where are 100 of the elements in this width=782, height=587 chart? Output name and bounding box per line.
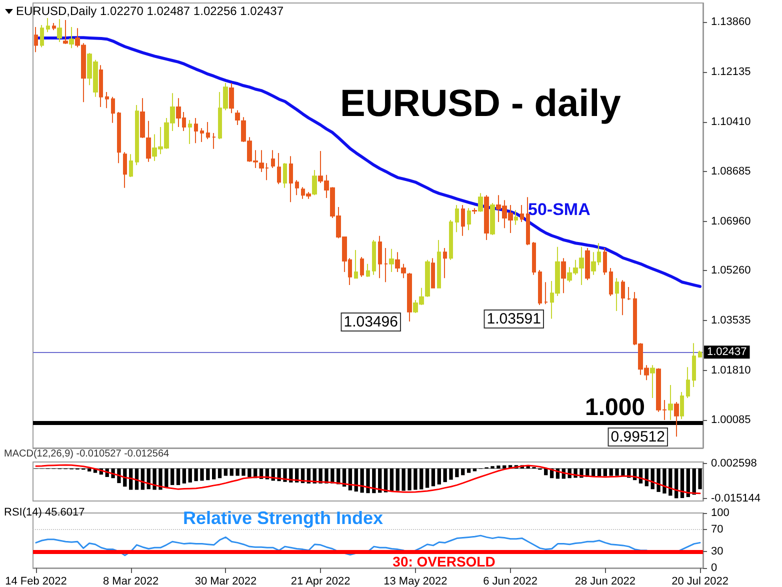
- candlestick: [99, 64, 103, 108]
- y-tick-label: 100: [711, 507, 730, 519]
- candlestick: [63, 20, 68, 45]
- candlestick: [603, 248, 607, 276]
- candlestick: [431, 258, 435, 288]
- candlestick: [206, 122, 210, 140]
- candlestick: [46, 18, 50, 33]
- ref-line-label: 1.000: [584, 394, 646, 422]
- annotation: Relative Strength Index: [183, 508, 384, 528]
- candlestick: [389, 248, 394, 273]
- candlestick: [425, 259, 430, 298]
- candlestick: [538, 270, 542, 306]
- candlestick: [295, 180, 299, 196]
- candlestick: [585, 248, 590, 281]
- candlestick: [129, 154, 133, 178]
- candlestick: [277, 152, 281, 185]
- candlestick: [312, 170, 317, 196]
- y-tick-label: 1.06960: [711, 215, 751, 228]
- candlestick: [57, 18, 62, 43]
- candlestick: [188, 120, 192, 145]
- candlestick: [668, 384, 673, 420]
- candlestick: [449, 220, 453, 260]
- candlestick: [283, 162, 287, 188]
- x-tick-label: 28 Jun 2022: [574, 576, 636, 587]
- text: EURUSD - daily: [340, 83, 621, 125]
- y-tick-label: 1.03535: [711, 314, 751, 326]
- annotation: 0.99512: [610, 428, 665, 446]
- series-label: 50-SMA: [528, 200, 590, 219]
- candlestick: [105, 92, 109, 109]
- candlestick: [140, 98, 145, 138]
- y-tick-label: 70: [711, 524, 724, 536]
- candlestick: [621, 280, 625, 316]
- candlestick: [384, 248, 388, 283]
- candlestick: [615, 278, 619, 312]
- candlestick: [34, 26, 38, 53]
- candlestick: [478, 192, 483, 212]
- ref-line-label: 1.02437: [707, 346, 747, 358]
- annotation: RSI(14) 45.6017: [4, 506, 85, 518]
- candlestick: [354, 250, 358, 279]
- candlestick: [609, 267, 613, 297]
- candlestick: [212, 132, 216, 150]
- candlestick: [229, 82, 234, 114]
- y-tick-label: 0.002598: [711, 457, 757, 470]
- candlestick: [69, 26, 74, 49]
- candlestick: [490, 202, 495, 236]
- candlestick: [135, 104, 139, 166]
- ref-line-label: 30: OVERSOLD: [392, 554, 496, 570]
- candlestick: [627, 286, 631, 301]
- candlestick: [372, 239, 376, 276]
- y-tick-label: 1.00085: [711, 414, 751, 426]
- annotation: 1.03496: [344, 314, 398, 330]
- candlestick: [289, 156, 293, 203]
- candlestick: [514, 210, 518, 226]
- x-tick-label: 6 Jun 2022: [483, 576, 538, 587]
- candlestick: [520, 204, 524, 223]
- candlestick: [271, 150, 275, 168]
- annotation: EURUSD,Daily 1.02270 1.02487 1.02256 1.02437: [16, 4, 284, 18]
- candlestick: [544, 282, 548, 305]
- candlestick: [484, 194, 489, 240]
- y-tick-label: 30: [711, 546, 724, 558]
- candlestick: [407, 272, 412, 322]
- candlestick: [686, 366, 690, 399]
- candlestick: [698, 350, 702, 358]
- candlestick: [526, 196, 530, 246]
- candlestick: [360, 256, 364, 278]
- line-series: [35, 464, 701, 494]
- candlestick: [461, 204, 465, 236]
- candlestick: [40, 24, 44, 48]
- y-tick-label: 1.05260: [711, 264, 751, 277]
- candlestick: [194, 118, 198, 144]
- y-tick-label: 1.10410: [711, 116, 751, 128]
- line-series: [35, 534, 701, 556]
- y-tick-label: 1.13860: [711, 16, 751, 28]
- candlestick: [680, 391, 684, 420]
- candlestick: [437, 239, 441, 288]
- y-tick-label: -0.015144: [711, 492, 761, 504]
- candlestick: [467, 208, 471, 231]
- y-tick-label: 1.08685: [711, 166, 751, 178]
- candlestick: [692, 342, 696, 388]
- candlestick: [200, 128, 204, 142]
- candlestick: [123, 152, 127, 188]
- x-tick-label: 14 Feb 2022: [5, 576, 67, 587]
- x-tick-label: 21 Apr 2022: [290, 576, 350, 587]
- x-tick-label: 20 Jul 2022: [672, 576, 728, 587]
- annotation: 1.03591: [486, 310, 541, 328]
- candlestick: [52, 22, 56, 31]
- candlestick: [561, 258, 566, 294]
- y-tick-label: 1.01810: [711, 364, 751, 376]
- y-tick-label: 1.12135: [711, 66, 751, 78]
- candlestick: [146, 120, 151, 162]
- x-tick-label: 8 Mar 2022: [103, 576, 159, 587]
- candlestick: [111, 96, 115, 124]
- candlestick: [366, 263, 370, 278]
- x-tick-label: 13 May 2022: [384, 576, 448, 587]
- x-tick-label: 30 Mar 2022: [194, 576, 257, 587]
- candlestick: [378, 235, 382, 279]
- candlestick: [443, 248, 447, 279]
- candlestick: [532, 241, 536, 276]
- candlestick: [472, 208, 477, 214]
- candlestick: [117, 111, 121, 164]
